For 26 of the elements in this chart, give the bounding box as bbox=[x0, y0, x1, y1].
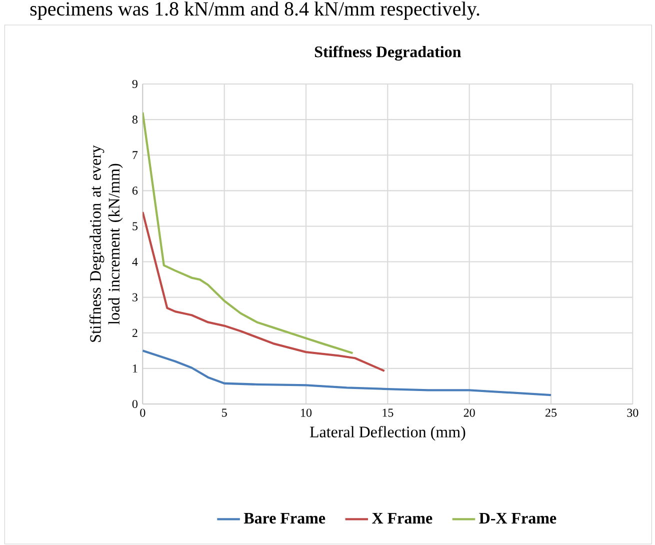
x-tick-label: 30 bbox=[627, 408, 638, 417]
y-tick-label: 5 bbox=[132, 222, 138, 230]
legend-label: X Frame bbox=[372, 512, 432, 524]
x-tick-label: 25 bbox=[546, 408, 557, 417]
x-tick-label: 5 bbox=[222, 408, 227, 417]
y-tick-label: 7 bbox=[132, 151, 138, 160]
chart-title: Stiffness Degradation bbox=[314, 46, 461, 61]
y-tick-label: 4 bbox=[132, 258, 138, 266]
y-axis-title: Stiffness Degradation at every load increment (kN/mm) bbox=[89, 145, 123, 342]
line-series bbox=[142, 210, 386, 372]
y-tick-label: 6 bbox=[132, 186, 138, 195]
x-tick-label: 10 bbox=[301, 408, 312, 417]
y-tick-label: 3 bbox=[132, 293, 138, 302]
y-tick-label: 2 bbox=[132, 328, 138, 337]
legend-label: Bare Frame bbox=[244, 512, 326, 524]
x-tick-label: 20 bbox=[464, 408, 475, 417]
x-axis-title: Lateral Deflection (mm) bbox=[310, 426, 466, 441]
y-tick-label: 1 bbox=[133, 364, 138, 372]
line-series bbox=[142, 111, 354, 354]
y-tick-label: 9 bbox=[132, 80, 138, 88]
x-tick-label: 15 bbox=[382, 408, 394, 417]
x-tick-label: 0 bbox=[140, 408, 146, 417]
y-tick-label: 8 bbox=[132, 116, 138, 124]
legend-label: D-X Frame bbox=[479, 512, 556, 524]
text: specimens was 1.8 kN/mm and 8.4 kN/mm respectively. bbox=[30, 2, 480, 20]
y-tick-label: 0 bbox=[132, 400, 138, 408]
